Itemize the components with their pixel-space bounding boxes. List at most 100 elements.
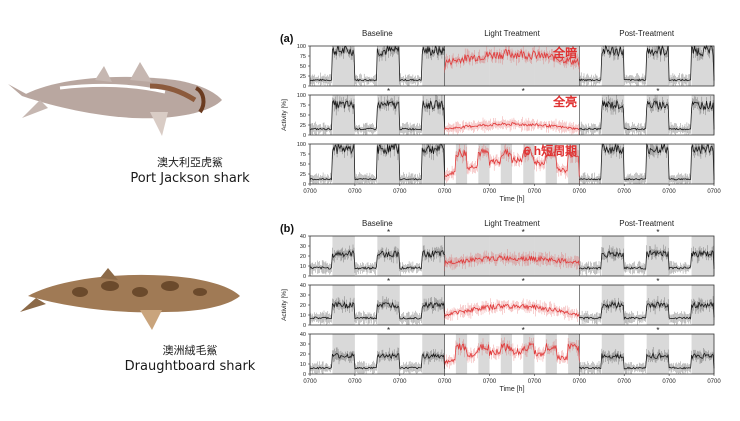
x-tick-label: 0700 — [662, 189, 676, 195]
y-tick-label: 75 — [300, 152, 306, 158]
y-tick-label: 100 — [297, 142, 306, 148]
shark1-name-zh: 澳大利亞虎鯊 — [157, 156, 223, 169]
y-tick-label: 20 — [300, 352, 306, 358]
y-axis-label: Activity [%] — [281, 99, 288, 131]
significance-star: * — [656, 228, 659, 237]
phase-title: Light Treatment — [484, 219, 540, 228]
y-tick-label: 40 — [300, 234, 306, 240]
x-tick-label: 0700 — [348, 189, 362, 195]
x-tick-label: 0700 — [618, 379, 632, 385]
x-tick-label: 0700 — [303, 379, 317, 385]
activity-row: 0 10 20 30 40 * * * — [300, 326, 715, 378]
x-tick-label: 0700 — [438, 189, 452, 195]
x-tick-label: 0700 — [707, 379, 721, 385]
chart-panel-b: (b) Baseline Light Treatment Post-Treatment… — [280, 219, 721, 393]
y-tick-label: 30 — [300, 293, 306, 299]
treatment-trace — [444, 147, 580, 178]
significance-star: * — [387, 326, 390, 335]
dark-period-band — [422, 95, 445, 135]
x-tick-label: 0700 — [618, 189, 632, 195]
x-tick-label: 0700 — [483, 189, 497, 195]
dark-period-band — [545, 144, 557, 184]
activity-row: 0 10 20 30 40 * * * — [300, 228, 715, 280]
baseline-trace — [309, 45, 445, 82]
y-tick-label: 25 — [300, 123, 306, 129]
x-tick-label: 0700 — [573, 189, 587, 195]
significance-star: * — [387, 87, 390, 96]
condition-label: 全暗 — [552, 45, 577, 60]
treatment-trace — [444, 341, 580, 365]
dark-period-band — [646, 95, 670, 135]
x-tick-label: 0700 — [393, 189, 407, 195]
dark-period-band — [568, 334, 580, 374]
x-axis-label: Time [h] — [499, 196, 524, 203]
y-tick-label: 20 — [300, 254, 306, 260]
y-tick-label: 100 — [297, 93, 306, 99]
chart-panel-a: (a) Baseline Light Treatment Post-Treatment… — [280, 29, 721, 203]
dark-period-band — [646, 46, 670, 86]
significance-star: * — [522, 326, 525, 335]
y-tick-label: 10 — [300, 362, 306, 368]
post-treatment-trace — [579, 143, 715, 181]
baseline-trace — [309, 300, 446, 320]
phase-title: Post-Treatment — [619, 29, 675, 38]
dark-period-band — [377, 46, 400, 86]
y-tick-label: 10 — [300, 313, 306, 319]
phase-title: Baseline — [362, 29, 393, 38]
y-tick-label: 30 — [300, 244, 306, 250]
phase-title: Baseline — [362, 219, 393, 228]
dark-period-band — [500, 144, 512, 184]
shark2-name-en: Draughtboard shark — [124, 359, 256, 374]
dark-period-band — [601, 144, 625, 184]
dark-period-band — [568, 144, 580, 184]
significance-star: * — [387, 277, 390, 286]
dark-period-band — [691, 46, 714, 86]
y-tick-label: 25 — [300, 74, 306, 80]
dark-period-band — [422, 46, 445, 86]
y-tick-label: 50 — [300, 162, 306, 168]
y-tick-label: 40 — [300, 332, 306, 338]
y-tick-label: 30 — [300, 342, 306, 348]
dark-period-band — [523, 334, 535, 374]
x-tick-label: 0700 — [393, 379, 407, 385]
y-tick-label: 0 — [303, 133, 306, 139]
y-tick-label: 20 — [300, 303, 306, 309]
dark-period-band — [332, 144, 355, 184]
x-tick-label: 0700 — [348, 379, 362, 385]
treatment-trace — [444, 303, 580, 318]
treatment-trace — [444, 49, 580, 71]
dark-period-band — [601, 95, 625, 135]
draughtboard-shark-image — [20, 268, 240, 330]
panel-label: (b) — [280, 223, 294, 235]
y-tick-label: 100 — [297, 44, 306, 50]
x-tick-label: 0700 — [438, 379, 452, 385]
y-tick-label: 75 — [300, 54, 306, 60]
significance-star: * — [522, 228, 525, 237]
x-tick-label: 0700 — [528, 379, 542, 385]
post-treatment-trace — [579, 300, 715, 321]
baseline-trace — [309, 99, 446, 131]
significance-star: * — [656, 326, 659, 335]
x-tick-label: 0700 — [303, 189, 317, 195]
post-treatment-trace — [579, 99, 715, 131]
dark-period-band — [545, 334, 557, 374]
dark-period-band — [478, 144, 490, 184]
shark2-caption: 澳洲絨毛鯊 Draughtboard shark — [110, 343, 270, 375]
dark-period-band — [455, 144, 468, 184]
baseline-trace — [309, 352, 446, 370]
phase-title: Light Treatment — [484, 29, 540, 38]
significance-star: * — [522, 87, 525, 96]
y-tick-label: 50 — [300, 64, 306, 70]
significance-star: * — [522, 277, 525, 286]
dark-period-band — [523, 144, 535, 184]
x-tick-label: 0700 — [528, 189, 542, 195]
dark-period-band — [377, 236, 400, 276]
x-axis-label: Time [h] — [499, 386, 524, 393]
condition-label: 全亮 — [552, 94, 577, 109]
significance-star: * — [387, 228, 390, 237]
y-tick-label: 10 — [300, 264, 306, 270]
y-tick-label: 25 — [300, 172, 306, 178]
y-tick-label: 0 — [303, 372, 306, 378]
significance-star: * — [656, 277, 659, 286]
